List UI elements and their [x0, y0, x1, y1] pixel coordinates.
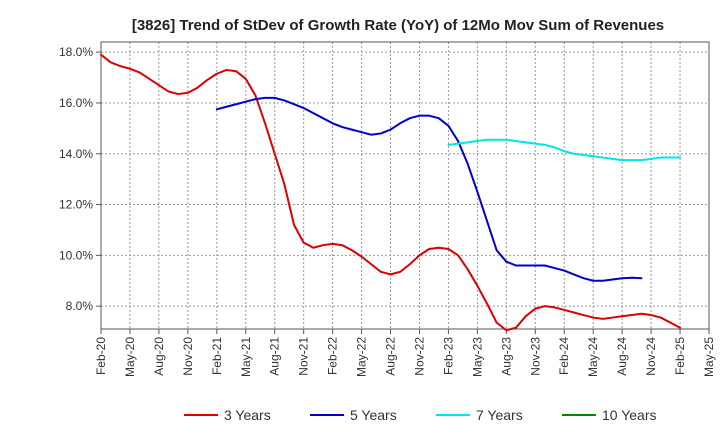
legend-label: 7 Years [476, 407, 523, 423]
legend: 3 Years 5 Years 7 Years 10 Years [184, 407, 657, 423]
x-tick-label: May-24 [586, 337, 600, 377]
x-tick-label: Nov-24 [644, 337, 658, 376]
y-tick-label: 14.0% [59, 147, 93, 161]
x-tick-label: May-25 [702, 337, 716, 377]
x-tick-label: Feb-22 [326, 337, 340, 375]
chart-title: [3826] Trend of StDev of Growth Rate (Yo… [132, 17, 664, 34]
series-line-7-years [447, 138, 682, 162]
x-tick-label: Feb-24 [557, 337, 571, 375]
x-axis: Feb-20 May-20 Aug-20 Nov-20 Feb-21 May-21 Aug-… [94, 329, 716, 377]
x-tick-label: May-21 [239, 337, 253, 377]
x-tick-label: Nov-21 [297, 337, 311, 376]
y-tick-label: 16.0% [59, 96, 93, 110]
plot-area-border [100, 41, 710, 330]
x-tick-label: Nov-22 [412, 337, 426, 376]
y-tick-label: 8.0% [66, 299, 94, 313]
x-tick-label: Nov-20 [181, 337, 195, 376]
legend-label: 3 Years [224, 407, 271, 423]
x-tick-label: Aug-20 [152, 337, 166, 376]
x-tick-label: Feb-21 [210, 337, 224, 375]
x-tick-label: Feb-23 [441, 337, 455, 375]
x-tick-label: Aug-21 [268, 337, 282, 376]
series-line-3-years [100, 53, 682, 332]
x-tick-label: Aug-22 [384, 337, 398, 376]
series-line-5-years [215, 96, 643, 282]
y-tick-label: 10.0% [59, 248, 93, 262]
x-tick-label: Feb-25 [673, 337, 687, 375]
x-tick-label: Feb-20 [94, 337, 108, 375]
y-tick-label: 12.0% [59, 198, 93, 212]
series-lines [100, 53, 682, 332]
x-tick-label: May-23 [470, 337, 484, 377]
legend-label: 5 Years [350, 407, 397, 423]
x-tick-label: Aug-24 [615, 337, 629, 376]
y-tick-label: 18.0% [59, 45, 93, 59]
x-tick-label: Nov-23 [528, 337, 542, 376]
y-axis: 8.0% 10.0% 12.0% 14.0% 16.0% 18.0% [59, 45, 101, 313]
x-tick-label: May-20 [123, 337, 137, 377]
legend-label: 10 Years [602, 407, 657, 423]
x-tick-label: May-22 [355, 337, 369, 377]
x-tick-label: Aug-23 [499, 337, 513, 376]
gridlines [100, 42, 710, 329]
